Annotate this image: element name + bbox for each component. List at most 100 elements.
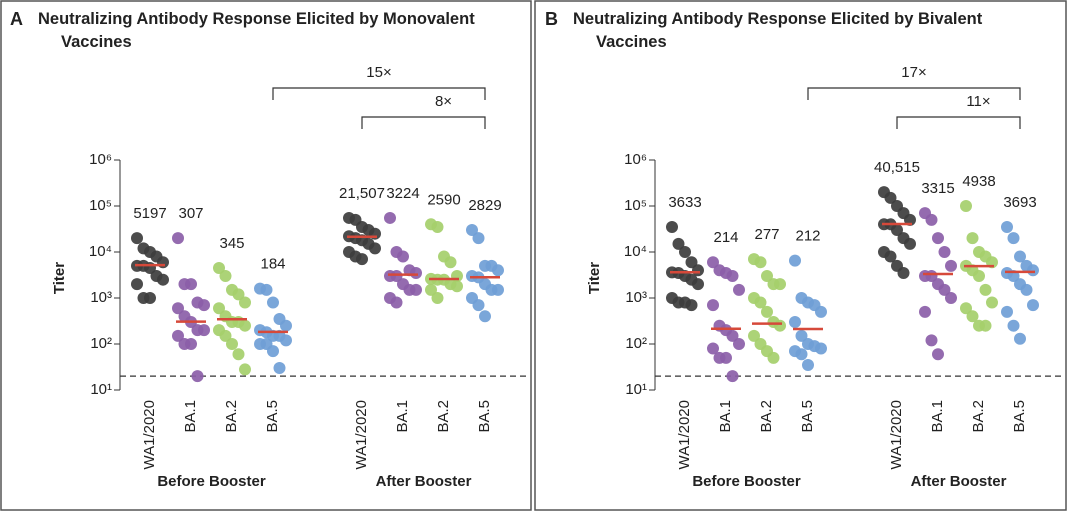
data-point [748, 329, 760, 342]
data-point [273, 362, 286, 375]
comparison-bracket [361, 116, 486, 129]
data-point [472, 232, 485, 245]
comparison-bracket [807, 87, 1021, 100]
data-point [1027, 299, 1039, 312]
x-tick-label: BA.2 [223, 400, 240, 433]
data-point [1014, 332, 1026, 345]
data-point [774, 319, 786, 332]
data-point [979, 319, 992, 332]
data-point [472, 299, 485, 312]
data-point [904, 237, 916, 250]
data-point [219, 270, 232, 283]
data-point [733, 338, 745, 350]
data-point [1001, 220, 1013, 233]
data-point [479, 310, 491, 323]
data-point [754, 296, 767, 309]
data-point [239, 296, 251, 309]
data-point [198, 299, 210, 312]
data-point [945, 292, 957, 304]
data-point [1001, 305, 1013, 318]
y-tick-label: 10² [90, 335, 112, 352]
x-tick-label: WA1/2020 [353, 400, 370, 470]
y-tick-label: 10⁶ [89, 151, 112, 168]
data-point [260, 283, 273, 296]
data-point [960, 200, 972, 212]
panel-border [0, 0, 532, 511]
data-point [431, 220, 444, 233]
y-tick-label: 10¹ [90, 381, 112, 398]
y-axis-label: Titer [51, 262, 68, 294]
data-point [185, 338, 197, 350]
y-tick-label: 10⁴ [89, 243, 112, 260]
data-point [172, 232, 184, 245]
x-tick-label: BA.2 [435, 400, 452, 433]
x-tick-label: WA1/2020 [888, 400, 905, 470]
median-label: 2829 [468, 197, 501, 214]
data-point [754, 256, 767, 269]
median-label: 214 [713, 229, 738, 246]
comparison-label: 11× [966, 93, 990, 110]
y-axis-label: Titer [586, 262, 603, 294]
median-label: 184 [260, 256, 285, 273]
data-point [897, 266, 910, 279]
data-point [185, 278, 197, 291]
data-point [666, 220, 678, 233]
group-label: Before Booster [157, 473, 266, 490]
data-point [466, 224, 478, 237]
data-point [157, 273, 169, 286]
data-point [267, 296, 279, 309]
data-point [198, 324, 210, 337]
data-point [1020, 283, 1033, 296]
data-point [789, 254, 801, 267]
x-tick-label: BA.1 [394, 400, 411, 433]
x-tick-label: BA.1 [717, 400, 734, 433]
data-point [884, 250, 897, 263]
data-point [720, 351, 732, 364]
data-point [973, 270, 985, 283]
data-point [131, 278, 143, 291]
y-tick-label: 10² [625, 335, 647, 352]
data-point [280, 319, 292, 332]
data-point [938, 246, 951, 258]
group-label: After Booster [376, 473, 472, 490]
median-label: 2590 [427, 191, 460, 208]
panel-letter: B [545, 9, 558, 29]
y-tick-label: 10⁶ [624, 151, 647, 168]
data-point [795, 329, 808, 342]
data-point [925, 213, 938, 226]
comparison-bracket [272, 87, 486, 100]
x-tick-label: WA1/2020 [676, 400, 693, 470]
data-point [761, 305, 773, 318]
data-point [925, 334, 938, 347]
data-point [795, 348, 808, 361]
data-point [410, 266, 422, 279]
x-tick-label: BA.5 [799, 400, 816, 433]
data-point [966, 310, 979, 323]
data-point [802, 358, 814, 371]
data-point [191, 370, 204, 383]
panel-letter: A [10, 9, 23, 29]
data-point [356, 253, 368, 266]
data-point [767, 351, 780, 364]
x-tick-label: BA.5 [476, 400, 493, 433]
data-point [726, 329, 739, 342]
group-label: Before Booster [692, 473, 801, 490]
data-point [986, 296, 998, 309]
y-tick-label: 10⁴ [624, 243, 647, 260]
data-point [679, 246, 691, 258]
median-label: 4938 [962, 173, 995, 190]
data-point [369, 242, 381, 255]
median-label: 5197 [133, 205, 166, 222]
data-point [1007, 319, 1020, 332]
data-point [685, 299, 698, 312]
data-point [672, 237, 685, 250]
data-point [267, 345, 279, 358]
data-point [397, 250, 409, 263]
median-label: 3224 [386, 185, 419, 202]
data-point [219, 329, 232, 342]
data-point [726, 370, 739, 383]
data-point [239, 363, 251, 376]
data-point [891, 224, 903, 237]
median-label: 3633 [668, 194, 701, 211]
